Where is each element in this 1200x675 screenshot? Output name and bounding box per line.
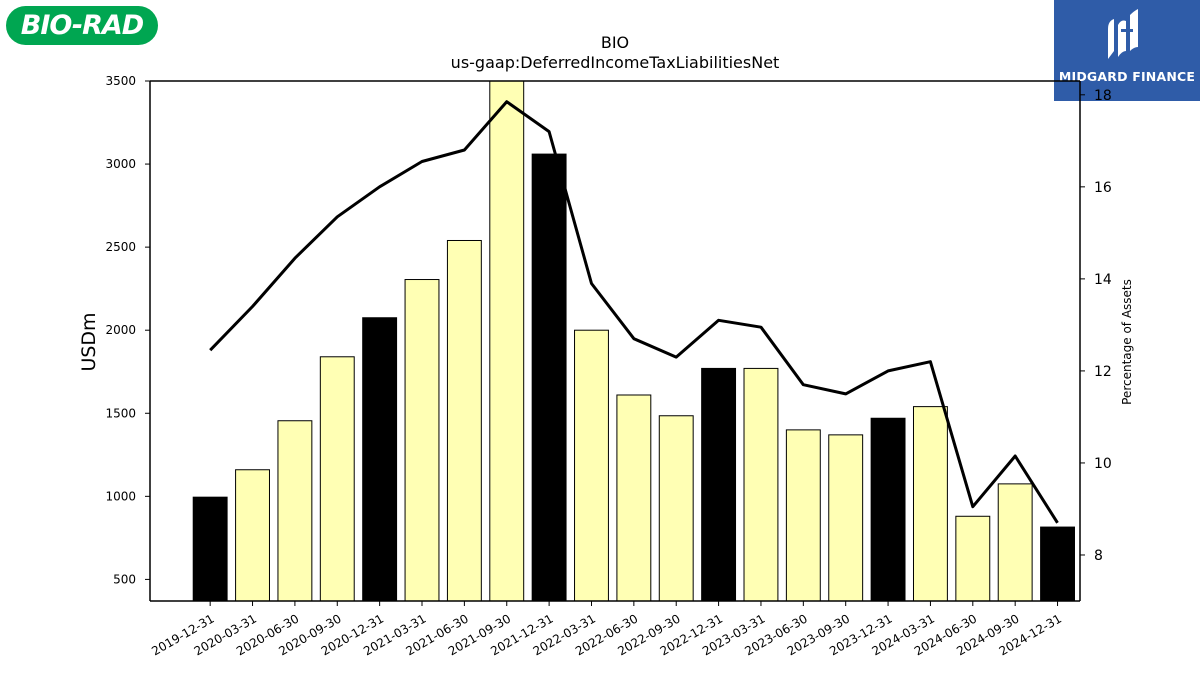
bar-2024-12-31: [1040, 526, 1075, 602]
y2-axis-label: Percentage of Assets: [1120, 279, 1134, 405]
bar-2021-03-31: [404, 279, 440, 602]
bar-2023-09-30: [828, 434, 864, 602]
midgard-finance-logo: MIDGARD FINANCE: [1054, 0, 1200, 101]
bar-2023-12-31: [870, 417, 906, 602]
y2-tick-label-10: 10: [1094, 456, 1112, 472]
y-tick-label-3000: 3000: [105, 157, 136, 171]
bar-2024-03-31: [912, 406, 948, 602]
y-tick-label-2500: 2500: [105, 240, 136, 254]
midgard-logo-icon: [1108, 9, 1138, 59]
chart-subtitle: us-gaap:DeferredIncomeTaxLiabilitiesNet: [451, 53, 780, 72]
bar-2022-06-30: [616, 394, 652, 602]
bio-rad-logo: BIO-RAD: [6, 6, 158, 45]
bar-2022-09-30: [658, 415, 694, 602]
line-series: [209, 100, 1059, 524]
bar-2020-03-31: [235, 469, 270, 602]
bar-2021-09-30: [489, 80, 525, 602]
bar-2024-06-30: [955, 515, 991, 602]
y2-tick-label-8: 8: [1094, 548, 1103, 564]
chart-title: BIO: [601, 33, 629, 52]
y-tick-label-1000: 1000: [105, 489, 136, 503]
y-axis-label: USDm: [78, 312, 100, 371]
bar-2021-06-30: [446, 239, 482, 602]
bio-rad-logo-text: BIO-RAD: [20, 10, 144, 41]
midgard-logo-text: MIDGARD FINANCE: [1058, 69, 1196, 84]
bar-2019-12-31: [192, 496, 228, 602]
y-tick-label-500: 500: [113, 572, 136, 586]
bar-2020-12-31: [362, 317, 398, 602]
y2-tick-label-16: 16: [1094, 180, 1112, 196]
y2-tick-label-12: 12: [1094, 364, 1112, 380]
bar-2023-06-30: [785, 429, 821, 602]
bar-series: [192, 80, 1075, 602]
y-tick-label-3500: 3500: [105, 74, 136, 88]
bar-2023-03-31: [743, 367, 779, 602]
bar-2020-06-30: [277, 420, 313, 602]
bar-2022-12-31: [701, 367, 737, 602]
y-tick-label-1500: 1500: [105, 406, 136, 420]
y-tick-label-2000: 2000: [105, 323, 136, 337]
y2-tick-label-18: 18: [1094, 88, 1112, 104]
bar-2022-03-31: [574, 329, 609, 602]
bar-2020-09-30: [319, 356, 355, 602]
y2-tick-label-14: 14: [1094, 272, 1112, 288]
bar-2024-09-30: [997, 483, 1033, 602]
bar-2021-12-31: [531, 153, 567, 602]
